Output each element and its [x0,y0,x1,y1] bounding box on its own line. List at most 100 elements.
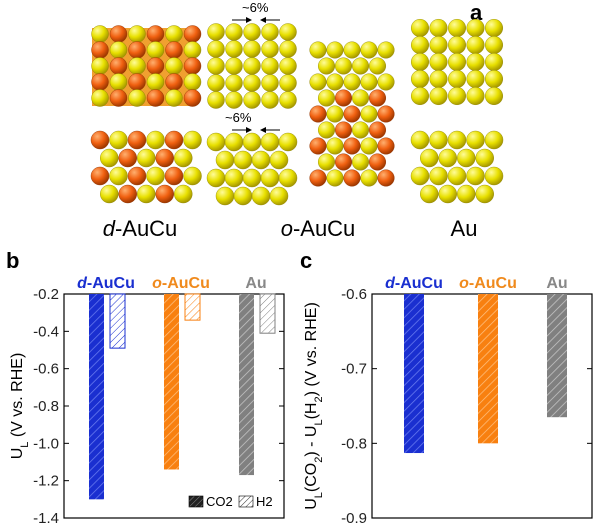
bar-CO2-o-AuCu [164,294,179,470]
panel-b-letter: b [6,248,19,273]
au-atom [352,153,370,171]
cu-atom [91,73,109,91]
ylabel-c: UL(CO2) - UL(H2) (V vs. RHE) [303,302,325,510]
au-atom [242,132,262,152]
au-atom [243,57,261,75]
au-atom [484,130,504,150]
au-atom [318,89,336,107]
au-atom [261,91,279,109]
au-atom [260,168,280,188]
au-atom [279,23,297,41]
atom-grid [91,25,202,107]
au-atom [261,40,279,58]
ytick-label-c: -0.9 [341,510,367,526]
bar-H2-o-AuCu [184,293,201,321]
au-atom [215,186,235,206]
au-atom [261,74,279,92]
au-atom [109,166,128,186]
au-atom [137,184,156,204]
atom-grid [206,132,298,206]
atom-grid [207,23,297,109]
au-atom [206,168,226,188]
au-atom [165,25,183,43]
au-atom [309,41,327,59]
au-atom [484,166,504,186]
au-atom [269,186,289,206]
au-atom [485,19,504,38]
au-atom [233,186,253,206]
au-atom [360,169,378,187]
material-label-au: Au [451,216,478,241]
cu-atom [128,73,146,91]
au-atom [360,41,378,59]
au-atom [475,184,494,204]
au-atom [457,148,476,168]
au-atom [438,148,457,168]
au-atom [466,166,485,186]
strain-annotation-bottom: ~6% [225,110,280,133]
category-label-o-AuCu: o-AuCu [459,275,517,292]
au-atom [279,74,297,92]
legend-swatch-co2 [188,495,204,508]
ytick-label-b: -0.2 [33,286,59,303]
au-atom [260,132,280,152]
au-atom [174,148,193,168]
cu-atom [164,166,184,186]
cu-atom [377,137,395,155]
cu-atom [377,105,395,123]
au-atom [91,89,109,107]
au-atom [109,130,128,150]
ylabel-b: UL (V vs. RHE) [9,353,31,460]
au-atom [91,57,109,75]
au-atom [207,74,225,92]
material-suffix-2: Au [451,216,478,241]
au-atom [448,86,467,105]
strain-annotation-top: ~6% [232,0,280,23]
au-atom [146,166,165,186]
bar-Au [547,294,567,418]
ytick-label-b: -0.4 [33,323,59,340]
au-atom [146,130,165,150]
au-atom [309,73,327,91]
legend-label-h2: H2 [256,494,273,509]
panel-a-letter: a [470,0,483,25]
au-atom [326,137,344,155]
au-atom [318,121,336,139]
au-atom [326,105,344,123]
cu-atom [165,73,183,91]
category-label-o-AuCu: o-AuCu [152,275,210,292]
au-atom [207,91,225,109]
au-atom [360,73,378,91]
au-atom [485,69,504,88]
au-atom [326,73,344,91]
au-atom [183,73,202,91]
au-atom [448,19,467,38]
au-atom [207,40,225,58]
strain-label-top: ~6% [242,0,269,15]
au-atom [225,23,243,41]
category-label-Au: Au [245,275,266,292]
material-suffix-1: -AuCu [293,216,355,241]
au-atom [215,150,235,170]
au-atom [225,74,243,92]
strain-label-bottom: ~6% [225,110,252,125]
au-atom [318,153,336,171]
au-atom [475,148,494,168]
au-atom [466,130,485,150]
legend-swatch-h2 [238,495,254,508]
cu-atom [155,148,174,168]
legend-label-co2: CO2 [206,494,233,509]
au-atom [225,91,243,109]
ytick-label-b: -1.0 [33,435,59,452]
au-atom [165,57,183,75]
ytick-label-b: -1.2 [33,473,59,490]
au-atom [411,36,430,55]
au-atom [243,40,261,58]
au-atom [411,53,430,72]
cu-atom [91,41,109,59]
au-atom [420,184,439,204]
au-atom [224,168,244,188]
atom-models [90,19,504,206]
au-atom [243,74,261,92]
